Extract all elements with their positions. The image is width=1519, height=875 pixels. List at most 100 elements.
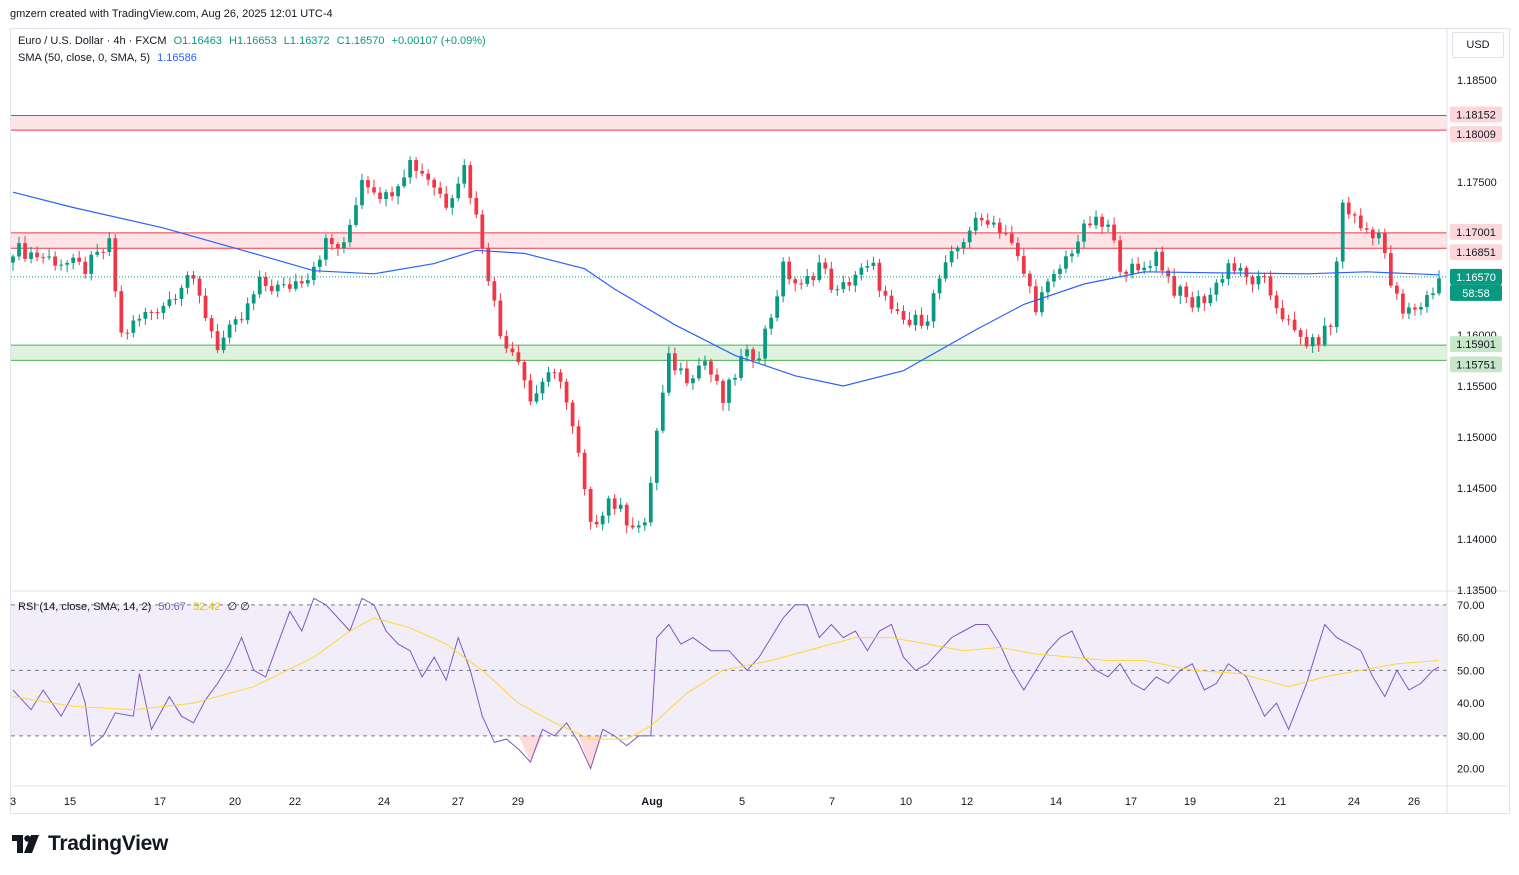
candle-body (1322, 325, 1327, 345)
candle-body (1395, 285, 1399, 294)
candle-body (1413, 307, 1417, 310)
candle-body (576, 426, 581, 453)
rsi-tick-label: 20.00 (1457, 764, 1485, 776)
candle-body (1292, 319, 1297, 331)
candle-body (1100, 216, 1104, 227)
candle-body (660, 392, 665, 431)
candle-body (342, 242, 346, 249)
candle-body (173, 298, 178, 300)
candle-body (281, 284, 286, 286)
rsi-tick-label: 40.00 (1457, 698, 1485, 710)
candle-body (107, 238, 112, 253)
candle-body (209, 318, 214, 332)
candle-body (137, 318, 142, 321)
candle-body (1340, 202, 1345, 262)
candle-body (1370, 229, 1375, 239)
candle-body (763, 328, 767, 359)
candle-body (59, 264, 64, 266)
rsi-legend-extra: ∅ ∅ (227, 601, 250, 613)
candle-body (65, 262, 70, 265)
candle-body (606, 498, 611, 516)
candle-body (733, 377, 737, 380)
candle-body (474, 197, 479, 215)
candle-body (101, 251, 106, 253)
candle-body (522, 362, 527, 381)
candle-body (360, 180, 364, 206)
candle-body (1070, 253, 1074, 257)
price-tick-label: 1.15000 (1457, 432, 1497, 444)
candle-body (293, 281, 298, 289)
candle-body (727, 379, 731, 403)
chart-frame[interactable] (10, 28, 1510, 814)
candle-body (191, 275, 196, 279)
zone-bottom-price-label-bg (1450, 356, 1502, 373)
legend-low: L1.16372 (283, 35, 330, 47)
candle-body (1034, 286, 1038, 313)
zone-top-price-label: 1.18152 (1456, 109, 1496, 121)
bar-countdown-label-bg (1450, 284, 1502, 301)
candle-body (1256, 275, 1261, 285)
legend-symbol[interactable]: Euro / U.S. Dollar · 4h · FXCM (18, 35, 167, 47)
candle-body (432, 179, 437, 188)
candle-body (817, 262, 822, 280)
candle-body (83, 261, 88, 274)
candle-body (450, 198, 455, 208)
candle-body (1118, 240, 1122, 272)
candle-body (221, 337, 226, 351)
rsi-legend-value: 50.67 (158, 601, 186, 613)
candle-body (1238, 267, 1243, 271)
candle-body (588, 489, 593, 522)
rsi-sma-line (12, 617, 1440, 740)
legend-open: O1.16463 (173, 35, 222, 47)
candle-body (287, 284, 292, 289)
candle-body (757, 358, 761, 361)
zone-resistance-0 (11, 115, 1447, 131)
candle-body (1250, 276, 1255, 285)
candle-body (787, 261, 792, 280)
candle-body (11, 256, 15, 263)
candles-layer (11, 156, 1447, 534)
candle-body (245, 303, 250, 321)
currency-selector[interactable]: USD (1452, 32, 1504, 58)
price-tick-label: 1.15500 (1457, 381, 1497, 393)
sma-legend-label[interactable]: SMA (50, close, 0, SMA, 5) (18, 52, 151, 64)
candle-body (841, 282, 846, 290)
zone-bottom-price-label: 1.18009 (1456, 129, 1496, 141)
candle-body (871, 262, 876, 267)
rsi-tick-label: 30.00 (1457, 731, 1485, 743)
rsi-tick-label: 60.00 (1457, 633, 1485, 645)
candle-body (715, 374, 719, 381)
candle-body (654, 430, 659, 483)
rsi-tick-label: 50.00 (1457, 665, 1485, 677)
candle-body (311, 266, 316, 281)
price-tick-label: 1.17500 (1457, 177, 1497, 189)
time-tick-label: 14 (1050, 796, 1062, 808)
candle-body (372, 187, 376, 193)
last-price-label: 1.16570 (1456, 272, 1496, 284)
time-tick-label: 24 (378, 796, 390, 808)
candle-body (197, 278, 202, 296)
time-tick-label: 5 (739, 796, 745, 808)
last-price-label-bg (1450, 268, 1502, 285)
candle-body (119, 291, 124, 333)
rsi-legend-label[interactable]: RSI (14, close, SMA, 14, 2) (18, 601, 152, 613)
candle-body (540, 381, 545, 394)
candle-body (612, 498, 617, 509)
candle-body (889, 295, 894, 310)
candle-body (1003, 233, 1008, 235)
candle-body (125, 332, 130, 334)
sma-legend-value: 1.16586 (157, 52, 197, 64)
candle-body (167, 299, 172, 306)
candle-body (805, 276, 810, 284)
candle-body (985, 220, 990, 225)
candle-body (697, 365, 701, 379)
time-tick-label: 12 (961, 796, 973, 808)
zones-layer (11, 114, 1447, 361)
time-tick-label: 22 (289, 796, 301, 808)
candle-body (480, 214, 485, 249)
tradingview-logo[interactable]: TradingView (12, 832, 168, 856)
time-tick-label: 26 (1408, 796, 1420, 808)
candle-body (1160, 251, 1165, 271)
candle-body (215, 331, 220, 351)
